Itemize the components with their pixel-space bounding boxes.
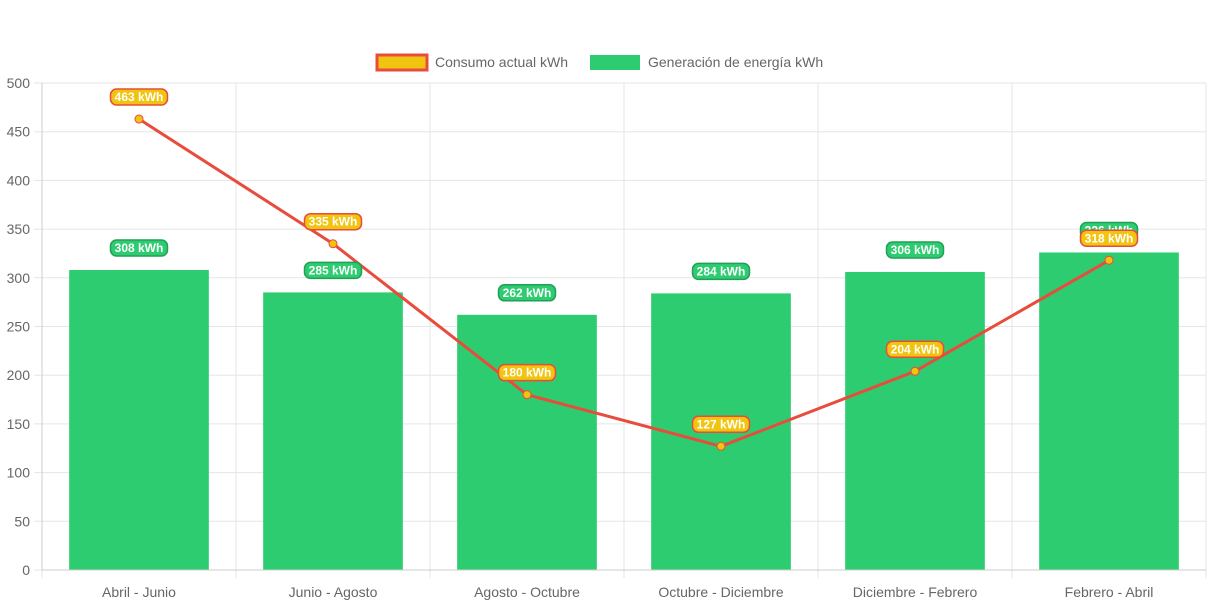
data-label-generacion-box (303, 261, 363, 280)
legend-item-consumo[interactable]: Consumo actual kWh (375, 53, 568, 72)
x-tick-label: Junio - Agosto (289, 584, 378, 600)
line-consumo (138, 117, 1110, 448)
data-label-generacion-text: 308 kWh (115, 241, 164, 255)
y-tick-label: 250 (7, 319, 31, 335)
data-label-consumo: 180 kWh (497, 363, 557, 382)
data-label-consumo-text: 127 kWh (697, 417, 746, 431)
bar-generacion (457, 314, 597, 570)
point-consumo (328, 239, 338, 249)
legend-label-generacion: Generación de energía kWh (648, 54, 823, 70)
bar-generacion (69, 270, 209, 570)
y-tick-label: 500 (7, 75, 31, 91)
x-tick-label: Agosto - Octubre (474, 584, 580, 600)
bar-generacion (1039, 252, 1179, 570)
bar-generacion (263, 292, 403, 570)
bar-generacion (845, 271, 985, 570)
y-tick-label: 300 (7, 270, 31, 286)
data-label-generacion-box (691, 262, 751, 281)
data-label-generacion-box (109, 239, 169, 257)
legend[interactable]: Consumo actual kWh Generación de energía … (375, 53, 823, 72)
grid (34, 82, 1207, 578)
y-tick-label: 50 (14, 513, 30, 529)
data-label-consumo-text: 335 kWh (309, 215, 358, 229)
legend-swatch-consumo (375, 53, 429, 72)
data-label-consumo-box (303, 212, 363, 231)
data-label-consumo-text: 463 kWh (115, 90, 164, 104)
legend-label-consumo: Consumo actual kWh (435, 54, 568, 70)
y-tick-label: 450 (7, 124, 31, 140)
data-label-generacion-text: 306 kWh (891, 243, 940, 257)
data-label-consumo: 463 kWh (109, 88, 169, 106)
data-label-consumo-box (109, 88, 169, 106)
point-consumo (716, 441, 726, 451)
data-label-consumo-text: 318 kWh (1085, 231, 1134, 245)
y-tick-label: 400 (7, 172, 31, 188)
y-tick-label: 150 (7, 416, 31, 432)
point-consumo (1104, 255, 1114, 265)
data-label-generacion-text: 284 kWh (697, 264, 746, 278)
data-label-generacion-text: 285 kWh (309, 263, 358, 277)
data-label-generacion-box (497, 284, 557, 302)
y-tick-label: 0 (22, 562, 30, 578)
data-label-consumo-box (885, 340, 945, 359)
data-label-consumo: 127 kWh (691, 415, 751, 434)
point-consumo (134, 114, 144, 124)
data-label-generacion: 306 kWh (885, 241, 945, 259)
x-tick-label: Febrero - Abril (1065, 584, 1154, 600)
axes: 0 50 100 150 200 250 300 350 400 450 500 Abril - Ju… (7, 75, 1206, 600)
data-label-consumo-box (497, 363, 557, 382)
data-label-generacion-box (885, 241, 945, 259)
y-tick-label: 350 (7, 221, 31, 237)
y-tick-label: 200 (7, 367, 31, 383)
legend-item-generacion[interactable]: Generación de energía kWh (590, 54, 823, 70)
x-tick-label: Diciembre - Febrero (853, 584, 978, 600)
line-series-consumo (134, 114, 1114, 451)
x-tick-label: Abril - Junio (102, 584, 176, 600)
data-label-consumo: 318 kWh (1079, 229, 1139, 248)
y-tick-label: 100 (7, 465, 31, 481)
data-label-consumo: 204 kWh (885, 340, 945, 359)
data-label-generacion: 285 kWh (303, 261, 363, 280)
data-label-consumo: 335 kWh (303, 212, 363, 231)
point-consumo (522, 390, 532, 400)
data-label-generacion: 284 kWh (691, 262, 751, 281)
data-label-generacion: 262 kWh (497, 284, 557, 302)
data-label-consumo-box (1079, 229, 1139, 248)
data-label-consumo-box (691, 415, 751, 434)
data-label-consumo-text: 204 kWh (891, 342, 940, 356)
x-tick-label: Octubre - Diciembre (658, 584, 783, 600)
data-label-generacion: 308 kWh (109, 239, 169, 257)
data-label-consumo-text: 180 kWh (503, 366, 552, 380)
legend-swatch-generacion (590, 55, 640, 70)
bar-series-generacion (69, 252, 1179, 570)
point-consumo (910, 366, 920, 376)
data-label-generacion-text: 262 kWh (503, 286, 552, 300)
